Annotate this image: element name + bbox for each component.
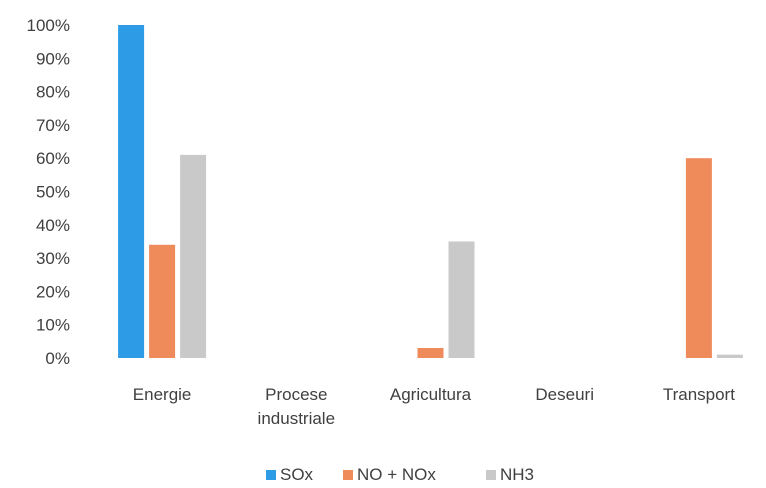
legend-label: NH3: [500, 465, 534, 484]
x-category-label: Procese: [265, 385, 327, 404]
legend-swatch: [486, 470, 496, 480]
bar-no-nox-2: [417, 348, 444, 358]
bars: [118, 25, 743, 358]
x-category-label: Agricultura: [390, 385, 472, 404]
legend-swatch: [343, 470, 353, 480]
x-category-label: Deseuri: [535, 385, 594, 404]
y-tick-label: 50%: [36, 183, 70, 202]
bar-nh3-0: [180, 154, 207, 358]
bar-no-nox-4: [685, 158, 712, 358]
y-tick-label: 10%: [36, 316, 70, 335]
legend-label: NO + NOx: [357, 465, 436, 484]
y-tick-label: 40%: [36, 216, 70, 235]
y-tick-label: 20%: [36, 282, 70, 301]
y-tick-label: 60%: [36, 149, 70, 168]
legend-label: SOx: [280, 465, 314, 484]
y-tick-label: 90%: [36, 49, 70, 68]
x-category-label: Transport: [663, 385, 735, 404]
x-axis: Energie Procese industriale Agricultura Dese…: [133, 385, 735, 428]
legend: SOx NO + NOx NH3: [266, 465, 534, 484]
y-tick-label: 100%: [27, 16, 70, 35]
y-tick-label: 80%: [36, 83, 70, 102]
x-category-label: industriale: [258, 409, 336, 428]
bar-nh3-4: [716, 354, 743, 358]
y-tick-label: 0%: [45, 349, 70, 368]
x-category-label: Energie: [133, 385, 192, 404]
y-tick-label: 30%: [36, 249, 70, 268]
y-tick-label: 70%: [36, 116, 70, 135]
bar-no-nox-0: [149, 244, 176, 358]
y-axis: 0% 10% 20% 30% 40% 50% 60% 70% 80% 90% 100%: [27, 16, 70, 368]
bar-nh3-2: [448, 241, 475, 358]
legend-swatch: [266, 470, 276, 480]
bar-sox-0: [118, 25, 145, 358]
